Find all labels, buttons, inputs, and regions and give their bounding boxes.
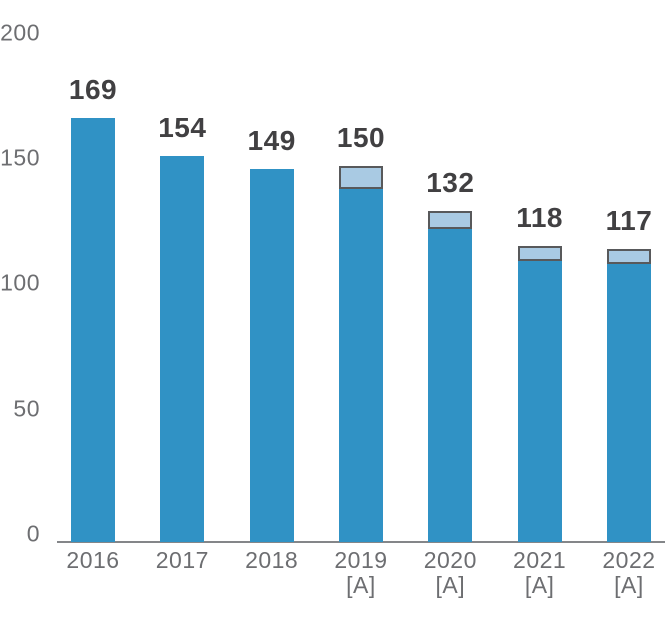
bar-cap-segment-2019 — [338, 166, 383, 189]
bar-2022 — [606, 248, 651, 542]
bar-cap-segment-2020 — [428, 211, 473, 229]
x-axis-line — [57, 541, 665, 543]
bar-2017 — [160, 156, 205, 542]
x-axis-label-2017: 2017 — [122, 548, 242, 573]
x-axis-label-2019-line-2: [A] — [346, 572, 376, 598]
bar-2021 — [517, 246, 562, 542]
x-axis-label-2018-line-1: 2018 — [245, 547, 299, 573]
x-axis-label-2022: 2022 [A] — [569, 548, 665, 598]
x-axis-label-2019: 2019 [A] — [301, 548, 421, 598]
bar-2016 — [71, 118, 115, 542]
bar-value-label-2018: 149 — [247, 124, 296, 156]
y-tick-label-150: 150 — [0, 144, 40, 171]
x-axis-label-2020-line-1: 2020 — [423, 547, 477, 573]
x-axis-label-2021: 2021 [A] — [480, 548, 600, 598]
y-tick-label-0: 0 — [26, 520, 40, 547]
x-axis-label-2020: 2020 [A] — [390, 548, 510, 598]
x-axis-label-2019-line-1: 2019 — [334, 547, 388, 573]
bar-cap-segment-2021 — [517, 246, 562, 262]
bar-2020 — [428, 211, 473, 542]
bar-2019 — [338, 166, 383, 542]
x-axis-label-2017-line-1: 2017 — [155, 547, 209, 573]
x-axis-label-2022-line-1: 2022 — [602, 547, 656, 573]
bar-value-label-2017: 154 — [158, 112, 207, 144]
x-axis-label-2016-line-1: 2016 — [66, 547, 120, 573]
x-axis-label-2021-line-2: [A] — [524, 572, 555, 598]
bar-cap-segment-2022 — [606, 248, 651, 264]
y-tick-label-100: 100 — [0, 269, 40, 296]
bar-2018 — [249, 168, 294, 542]
bar-value-label-2016: 169 — [68, 74, 118, 106]
x-axis-label-2021-line-1: 2021 — [513, 547, 567, 573]
x-axis-label-2018: 2018 — [212, 548, 332, 573]
bar-value-label-2021: 118 — [516, 202, 563, 234]
bar-value-label-2019: 150 — [336, 122, 386, 154]
bar-value-label-2022: 117 — [605, 204, 653, 236]
x-axis-label-2020-line-2: [A] — [435, 572, 466, 598]
bar-value-label-2020: 132 — [426, 167, 475, 199]
y-tick-label-200: 200 — [0, 19, 40, 46]
x-axis-label-2016: 2016 — [33, 548, 153, 573]
y-tick-label-50: 50 — [13, 395, 40, 422]
x-axis-label-2022-line-2: [A] — [614, 572, 644, 598]
